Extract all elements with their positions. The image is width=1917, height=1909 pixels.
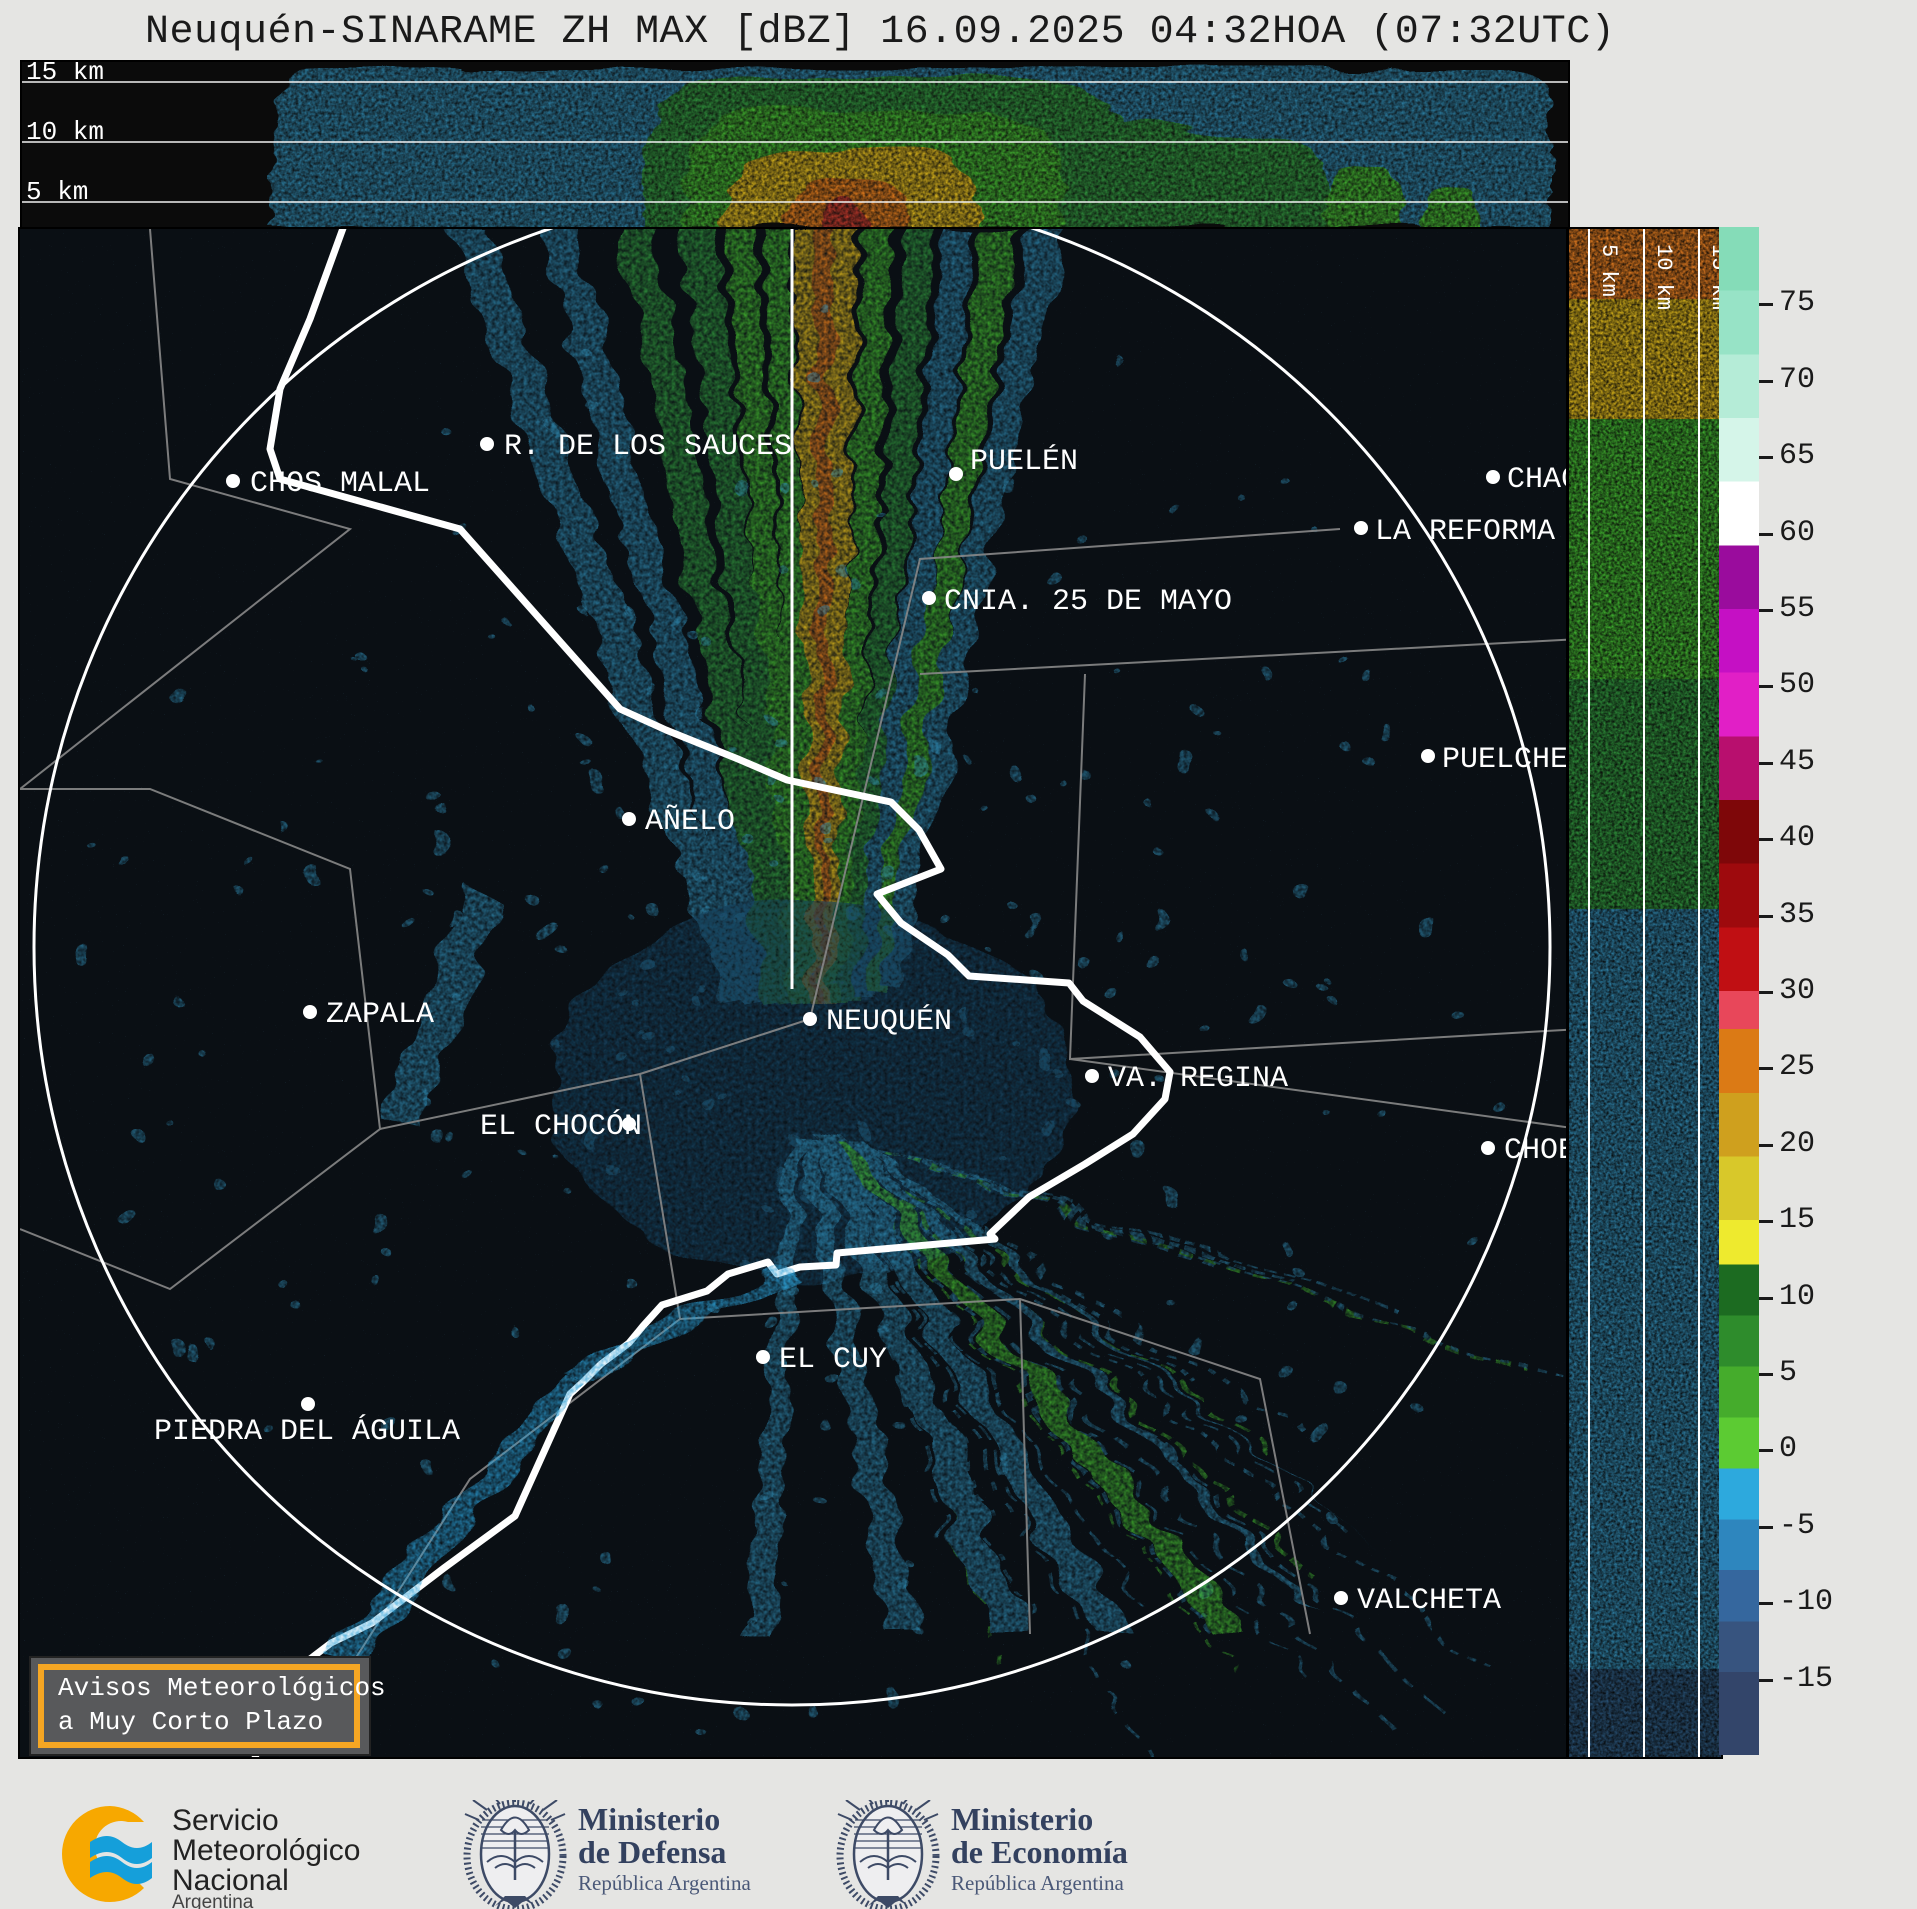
svg-text:PUELÉN: PUELÉN [970, 444, 1078, 479]
svg-text:a Muy Corto Plazo: a Muy Corto Plazo [58, 1707, 323, 1737]
svg-text:NEUQUÉN: NEUQUÉN [826, 1004, 952, 1039]
svg-text:de Defensa: de Defensa [578, 1834, 726, 1870]
svg-text:5 km: 5 km [26, 177, 88, 207]
svg-text:CNIA. 25 DE MAYO: CNIA. 25 DE MAYO [944, 585, 1232, 619]
svg-text:PIEDRA DEL ÁGUILA: PIEDRA DEL ÁGUILA [154, 1414, 460, 1449]
svg-text:PUELCHES: PUELCHES [1442, 743, 1566, 777]
svg-text:R. DE LOS SAUCES: R. DE LOS SAUCES [504, 430, 792, 464]
svg-text:Ministerio: Ministerio [951, 1801, 1093, 1837]
svg-text:5 km: 5 km [1596, 244, 1621, 297]
svg-text:EL CUY: EL CUY [779, 1343, 887, 1377]
svg-text:ZAPALA: ZAPALA [326, 998, 434, 1032]
svg-text:LA REFORMA: LA REFORMA [1375, 515, 1555, 549]
svg-text:VALCHETA: VALCHETA [1357, 1584, 1501, 1618]
svg-text:Meteorológico: Meteorológico [172, 1834, 360, 1867]
svg-text:CHACH: CHACH [1507, 463, 1566, 497]
svg-text:EL CHOCÓN: EL CHOCÓN [480, 1109, 642, 1144]
svg-text:Avisos Meteorológicos: Avisos Meteorológicos [58, 1673, 386, 1703]
svg-text:10 km: 10 km [1651, 244, 1676, 310]
svg-text:Ministerio: Ministerio [578, 1801, 720, 1837]
svg-text:CHOS MALAL: CHOS MALAL [250, 467, 430, 501]
svg-text:CHOELE: CHOELE [1504, 1134, 1566, 1168]
svg-text:de Economía: de Economía [951, 1834, 1128, 1870]
svg-text:AÑELO: AÑELO [645, 804, 735, 839]
svg-text:VA. REGINA: VA. REGINA [1108, 1062, 1288, 1096]
svg-text:10 km: 10 km [26, 117, 104, 147]
svg-text:15 km: 15 km [26, 62, 104, 87]
svg-text:Argentina: Argentina [172, 1892, 254, 1909]
svg-text:República Argentina: República Argentina [951, 1871, 1124, 1895]
svg-text:Servicio: Servicio [172, 1804, 279, 1837]
svg-text:República Argentina: República Argentina [578, 1871, 751, 1895]
